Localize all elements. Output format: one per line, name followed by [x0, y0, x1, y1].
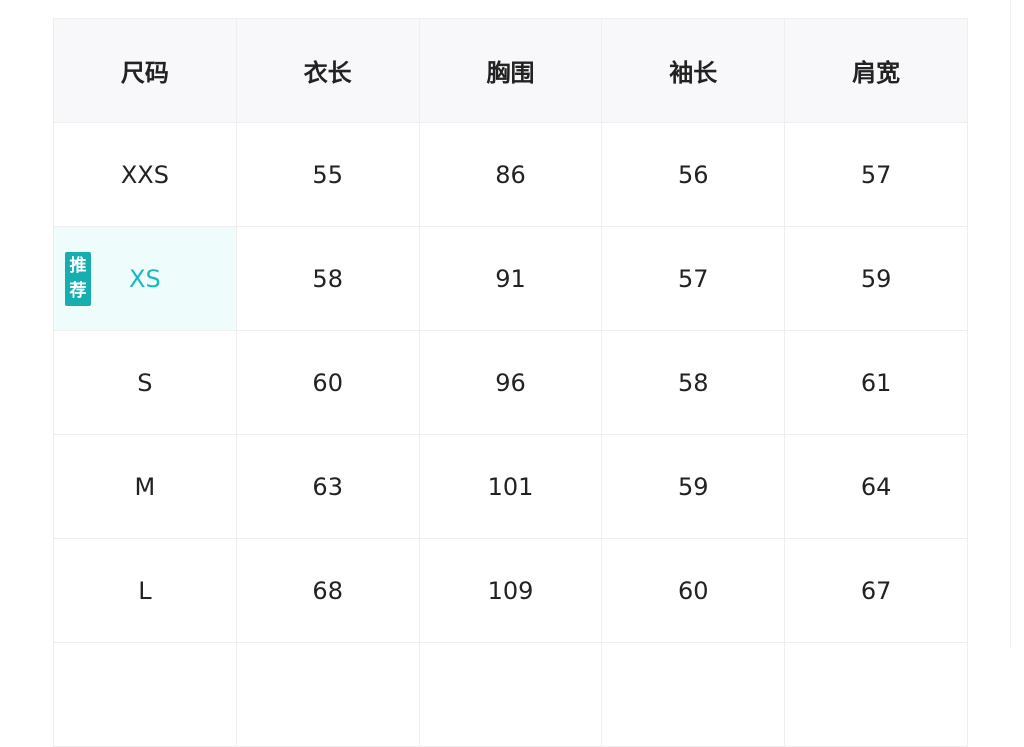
value-cell: 60	[235, 330, 420, 435]
value-cell: 59	[601, 434, 786, 539]
value-cell: 64	[784, 434, 968, 539]
table-row: L 68 109 60 67	[53, 538, 968, 643]
table-row-recommended: 推荐 XS 58 91 57 59	[53, 226, 968, 331]
recommended-badge: 推荐	[65, 251, 91, 306]
value-cell: 63	[235, 434, 420, 539]
size-cell: 推荐 XS	[53, 226, 237, 331]
table-row: XXS 55 86 56 57	[53, 122, 968, 227]
value-cell: 58	[235, 226, 420, 331]
header-chest: 胸围	[418, 18, 603, 123]
table-row: M 63 101 59 64	[53, 434, 968, 539]
header-sleeve: 袖长	[601, 18, 786, 123]
value-cell: 86	[418, 122, 603, 227]
empty-cell	[784, 642, 968, 747]
header-size: 尺码	[53, 18, 237, 123]
value-cell: 101	[418, 434, 603, 539]
value-cell: 58	[601, 330, 786, 435]
value-cell: 59	[784, 226, 968, 331]
table-header-row: 尺码 衣长 胸围 袖长 肩宽	[53, 18, 968, 123]
header-length: 衣长	[235, 18, 420, 123]
value-cell: 68	[235, 538, 420, 643]
size-cell: M	[53, 434, 237, 539]
size-cell: L	[53, 538, 237, 643]
value-cell: 57	[784, 122, 968, 227]
value-cell: 91	[418, 226, 603, 331]
empty-cell	[235, 642, 420, 747]
value-cell: 96	[418, 330, 603, 435]
empty-cell	[601, 642, 786, 747]
size-label: XS	[129, 264, 161, 293]
header-shoulder: 肩宽	[784, 18, 968, 123]
table-row: S 60 96 58 61	[53, 330, 968, 435]
table-row-cutoff	[53, 642, 968, 747]
divider	[1010, 0, 1011, 648]
value-cell: 60	[601, 538, 786, 643]
value-cell: 57	[601, 226, 786, 331]
value-cell: 67	[784, 538, 968, 643]
value-cell: 55	[235, 122, 420, 227]
value-cell: 61	[784, 330, 968, 435]
empty-cell	[418, 642, 603, 747]
value-cell: 109	[418, 538, 603, 643]
empty-cell	[53, 642, 237, 747]
size-cell: XXS	[53, 122, 237, 227]
size-chart-table: 尺码 衣长 胸围 袖长 肩宽 XXS 55 86 56 57 推荐 XS 58 …	[53, 18, 968, 747]
value-cell: 56	[601, 122, 786, 227]
size-cell: S	[53, 330, 237, 435]
